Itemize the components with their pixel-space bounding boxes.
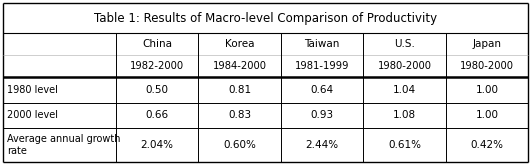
Text: U.S.: U.S. [394,39,415,49]
Text: Average annual growth
rate: Average annual growth rate [7,134,121,156]
Text: 1980-2000: 1980-2000 [460,61,514,71]
Text: 1981-1999: 1981-1999 [295,61,349,71]
Text: 2000 level: 2000 level [7,110,58,120]
Text: 1.04: 1.04 [393,85,416,95]
Text: 1984-2000: 1984-2000 [212,61,267,71]
Text: 1980-2000: 1980-2000 [378,61,432,71]
Text: 0.81: 0.81 [228,85,251,95]
Text: Japan: Japan [473,39,502,49]
Text: 1.00: 1.00 [476,110,499,120]
Text: 0.64: 0.64 [311,85,333,95]
Text: 2.44%: 2.44% [305,140,339,150]
Text: 0.83: 0.83 [228,110,251,120]
Text: 2.04%: 2.04% [140,140,174,150]
Text: 1.00: 1.00 [476,85,499,95]
Text: 0.66: 0.66 [145,110,168,120]
Text: 1.08: 1.08 [393,110,416,120]
Text: 0.61%: 0.61% [388,140,421,150]
Text: 0.42%: 0.42% [470,140,503,150]
Text: 1982-2000: 1982-2000 [130,61,184,71]
Text: 0.93: 0.93 [311,110,333,120]
Text: 0.50: 0.50 [145,85,168,95]
Text: Table 1: Results of Macro-level Comparison of Productivity: Table 1: Results of Macro-level Comparis… [94,12,437,25]
Text: Taiwan: Taiwan [304,39,340,49]
Text: China: China [142,39,172,49]
Text: Korea: Korea [225,39,254,49]
Text: 0.60%: 0.60% [223,140,256,150]
Text: 1980 level: 1980 level [7,85,58,95]
